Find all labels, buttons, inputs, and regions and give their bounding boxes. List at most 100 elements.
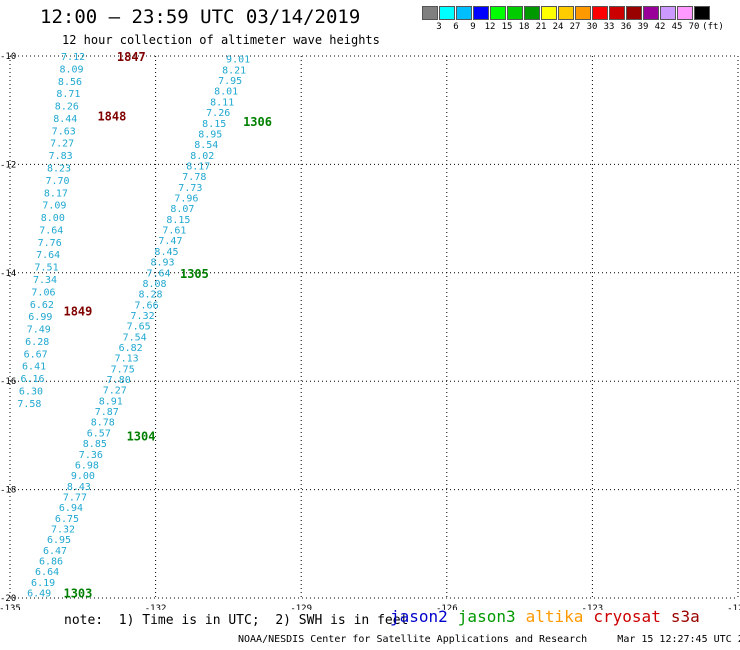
wave-height-label: 8.44 [53, 114, 77, 125]
color-swatch [558, 6, 574, 20]
wave-height-label: 6.30 [19, 386, 43, 397]
page-subtitle: 12 hour collection of altimeter wave hei… [62, 33, 380, 47]
x-tick-label: -126 [436, 604, 458, 610]
wave-height-label: 8.71 [56, 89, 80, 100]
color-swatch [626, 6, 642, 20]
wave-height-label: 7.96 [174, 194, 198, 205]
wave-height-label: 7.64 [39, 225, 63, 236]
color-swatch [575, 6, 591, 20]
wave-height-label: 6.47 [43, 546, 67, 557]
wave-height-label: 7.32 [131, 311, 155, 322]
y-tick-label: -18 [0, 486, 16, 496]
wave-height-label: 7.63 [52, 126, 76, 137]
wave-height-label: 7.70 [45, 176, 69, 187]
pass-time-label: 1847 [117, 50, 146, 64]
wave-height-label: 8.45 [154, 247, 178, 258]
y-tick-label: -12 [0, 160, 16, 170]
wave-height-label: 8.23 [47, 163, 71, 174]
color-tick-label: 30 [586, 22, 598, 32]
wave-height-label: 6.99 [28, 312, 52, 323]
wave-height-label: 8.07 [170, 204, 194, 215]
color-swatch [422, 6, 438, 20]
wave-height-label: 6.62 [30, 300, 54, 311]
wave-height-label: 7.51 [35, 263, 59, 274]
color-tick-label: 36 [620, 22, 632, 32]
satellite-legend: jason2 jason3 altika cryosat s3a [390, 607, 710, 626]
wave-height-label: 6.67 [24, 349, 48, 360]
x-tick-label: -132 [145, 604, 167, 610]
wave-height-label: 6.57 [87, 428, 111, 439]
x-tick-label: -135 [0, 604, 21, 610]
wave-height-label: 7.12 [61, 52, 85, 63]
pass-time-label: 1303 [63, 587, 92, 601]
y-tick-label: -10 [0, 52, 16, 62]
color-tick-label: 3 [436, 22, 442, 32]
wave-height-label: 7.64 [36, 250, 60, 261]
wave-height-label: 7.06 [31, 287, 55, 298]
x-tick-label: -120 [727, 604, 740, 610]
wave-height-label: 6.41 [22, 362, 46, 373]
legend-item-jason3: jason3 [457, 607, 516, 626]
wave-height-label: 8.78 [91, 418, 115, 429]
color-swatch [490, 6, 506, 20]
footer-credit: NOAA/NESDIS Center for Satellite Applica… [238, 634, 740, 645]
pass-time-label: 1849 [63, 305, 92, 319]
wave-height-label: 7.65 [127, 322, 151, 333]
color-tick-label: 21 [535, 22, 547, 32]
color-tick-label: 15 [501, 22, 513, 32]
color-tick-label: 33 [603, 22, 615, 32]
wave-height-label: 6.94 [59, 503, 83, 514]
wave-height-label: 7.36 [79, 450, 103, 461]
legend-item-s3a: s3a [670, 607, 700, 626]
wave-height-label: 7.09 [42, 201, 66, 212]
legend-item-cryosat: cryosat [593, 607, 661, 626]
wave-height-label: 7.95 [218, 76, 242, 87]
wave-height-label: 8.00 [41, 213, 65, 224]
wave-height-label: 7.80 [107, 375, 131, 386]
color-tick-label: 39 [637, 22, 649, 32]
wave-height-label: 7.66 [135, 300, 159, 311]
wave-height-label: 8.02 [190, 151, 214, 162]
wave-height-label: 8.26 [55, 102, 79, 113]
wave-height-label: 7.83 [49, 151, 73, 162]
wave-height-label: 6.28 [25, 337, 49, 348]
wave-height-label: 8.17 [44, 188, 68, 199]
page-title: 12:00 – 23:59 UTC 03/14/2019 [40, 6, 361, 28]
wave-height-label: 8.93 [150, 258, 174, 269]
wave-height-label: 8.08 [142, 279, 166, 290]
wave-height-label: 7.78 [182, 172, 206, 183]
wave-height-label: 7.76 [38, 238, 62, 249]
wave-height-label: 7.54 [123, 332, 147, 343]
color-swatch [507, 6, 523, 20]
wave-height-label: 8.28 [139, 290, 163, 301]
x-tick-label: -129 [290, 604, 312, 610]
wave-height-label: 6.82 [119, 343, 143, 354]
wave-height-label: 8.17 [186, 161, 210, 172]
y-tick-label: -16 [0, 377, 16, 387]
color-tick-label: 42 [654, 22, 666, 32]
color-tick-label: 45 [671, 22, 683, 32]
color-tick-label: 70 [688, 22, 700, 32]
wave-height-label: 9.00 [71, 471, 95, 482]
wave-height-label: 7.77 [63, 492, 87, 503]
legend-item-altika: altika [525, 607, 584, 626]
color-swatch [439, 6, 455, 20]
wave-height-label: 8.09 [59, 64, 83, 75]
color-tick-label: 18 [518, 22, 530, 32]
wave-height-label: 8.21 [222, 65, 246, 76]
wave-height-label: 6.95 [47, 535, 71, 546]
color-swatch [524, 6, 540, 20]
wave-height-label: 8.91 [99, 396, 123, 407]
color-unit-label: (ft) [702, 22, 724, 32]
wave-height-label: 6.98 [75, 460, 99, 471]
wave-height-label: 7.27 [50, 139, 74, 150]
wave-height-label: 6.49 [27, 589, 51, 600]
color-swatch [609, 6, 625, 20]
wave-height-label: 7.13 [115, 354, 139, 365]
pass-time-label: 1306 [243, 115, 272, 129]
color-tick-label: 9 [470, 22, 476, 32]
pass-time-label: 1848 [97, 110, 126, 124]
wave-height-label: 8.11 [210, 97, 234, 108]
color-tick-label: 27 [569, 22, 581, 32]
wave-height-label: 7.87 [95, 407, 119, 418]
